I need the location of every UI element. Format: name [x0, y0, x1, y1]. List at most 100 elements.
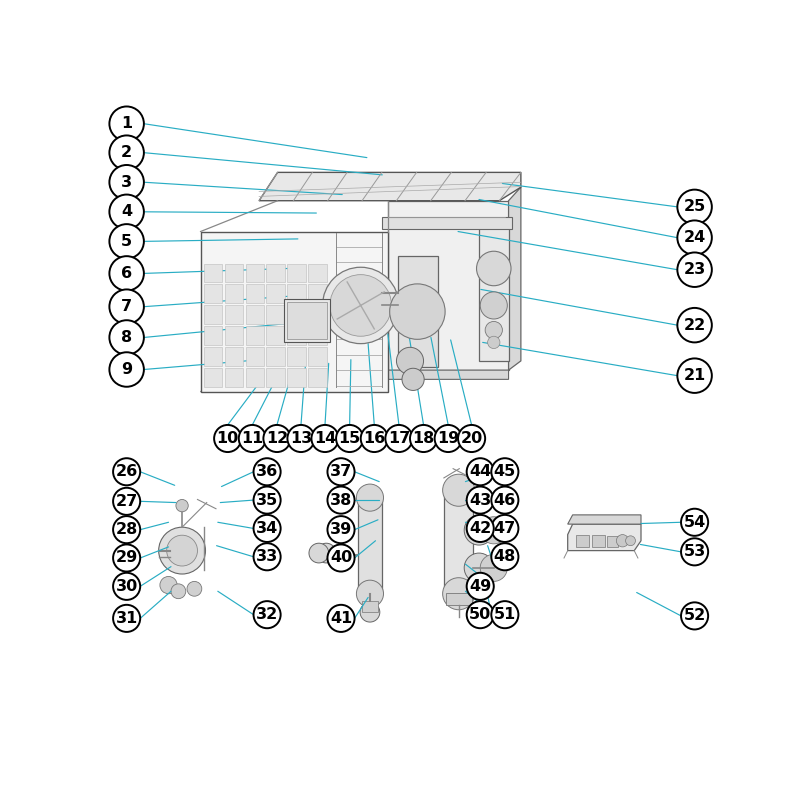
Circle shape: [110, 256, 144, 290]
Circle shape: [254, 601, 281, 628]
Text: 2: 2: [121, 145, 132, 160]
Text: 49: 49: [469, 579, 491, 594]
Text: 37: 37: [330, 464, 352, 479]
Polygon shape: [568, 524, 641, 550]
Text: 43: 43: [469, 493, 491, 507]
Text: 17: 17: [388, 431, 410, 446]
Bar: [246, 326, 264, 345]
Text: 21: 21: [683, 368, 706, 383]
Circle shape: [678, 253, 712, 287]
Circle shape: [263, 425, 290, 452]
Circle shape: [166, 535, 198, 566]
Circle shape: [327, 605, 354, 632]
Text: 6: 6: [121, 266, 132, 281]
Text: 26: 26: [115, 464, 138, 479]
Bar: [266, 326, 285, 345]
Circle shape: [678, 308, 712, 342]
Circle shape: [158, 527, 206, 574]
Circle shape: [458, 425, 485, 452]
Bar: [225, 306, 243, 324]
Circle shape: [110, 106, 144, 141]
Text: 25: 25: [683, 199, 706, 214]
Circle shape: [110, 290, 144, 324]
Text: 24: 24: [683, 230, 706, 245]
Text: 3: 3: [121, 174, 132, 190]
Circle shape: [110, 194, 144, 229]
Bar: [308, 306, 327, 324]
Text: 5: 5: [121, 234, 132, 249]
Bar: [204, 306, 222, 324]
Bar: [246, 263, 264, 282]
Bar: [286, 302, 327, 339]
Text: 50: 50: [469, 607, 491, 622]
Bar: [479, 226, 509, 361]
Polygon shape: [568, 515, 641, 524]
Circle shape: [466, 573, 494, 600]
Bar: [308, 285, 327, 303]
Circle shape: [110, 135, 144, 170]
Text: 27: 27: [115, 494, 138, 509]
Circle shape: [491, 458, 518, 486]
Bar: [225, 347, 243, 366]
Bar: [266, 347, 285, 366]
Bar: [362, 601, 378, 612]
Text: 47: 47: [494, 521, 516, 536]
Circle shape: [113, 488, 140, 515]
Circle shape: [491, 543, 518, 570]
Circle shape: [327, 486, 354, 514]
Polygon shape: [201, 370, 509, 392]
Bar: [266, 368, 285, 386]
Circle shape: [480, 517, 507, 544]
Circle shape: [681, 602, 708, 630]
Bar: [204, 368, 222, 386]
Polygon shape: [259, 172, 521, 201]
Text: 51: 51: [494, 607, 516, 622]
Circle shape: [171, 584, 186, 598]
Text: 32: 32: [256, 607, 278, 622]
Circle shape: [442, 474, 474, 506]
Text: 13: 13: [290, 431, 312, 446]
Circle shape: [678, 190, 712, 224]
Circle shape: [681, 509, 708, 536]
Text: 46: 46: [494, 493, 516, 507]
Circle shape: [491, 601, 518, 628]
Circle shape: [110, 224, 144, 258]
Circle shape: [327, 516, 354, 543]
Text: 15: 15: [338, 431, 361, 446]
Circle shape: [357, 484, 383, 511]
Circle shape: [488, 336, 500, 349]
Text: 35: 35: [256, 493, 278, 507]
Circle shape: [110, 352, 144, 386]
Text: 31: 31: [115, 611, 138, 626]
Bar: [308, 263, 327, 282]
Bar: [287, 326, 306, 345]
Bar: [225, 263, 243, 282]
Circle shape: [309, 543, 329, 563]
Circle shape: [480, 554, 507, 582]
Circle shape: [176, 499, 188, 512]
Circle shape: [477, 251, 511, 286]
Circle shape: [466, 486, 494, 514]
Circle shape: [254, 515, 281, 542]
Bar: [308, 326, 327, 345]
Bar: [308, 368, 327, 386]
Circle shape: [254, 543, 281, 570]
Bar: [287, 347, 306, 366]
Circle shape: [442, 578, 474, 610]
Text: 18: 18: [413, 431, 434, 446]
Bar: [446, 593, 472, 606]
Circle shape: [336, 425, 363, 452]
Circle shape: [390, 284, 445, 339]
Text: 38: 38: [330, 493, 352, 507]
Bar: [284, 299, 330, 342]
Bar: [607, 536, 618, 547]
Bar: [246, 285, 264, 303]
Polygon shape: [509, 187, 521, 370]
Text: 41: 41: [330, 611, 352, 626]
Bar: [287, 306, 306, 324]
Text: 33: 33: [256, 550, 278, 564]
Bar: [225, 285, 243, 303]
Bar: [382, 217, 512, 229]
Bar: [225, 368, 243, 386]
Circle shape: [254, 458, 281, 486]
